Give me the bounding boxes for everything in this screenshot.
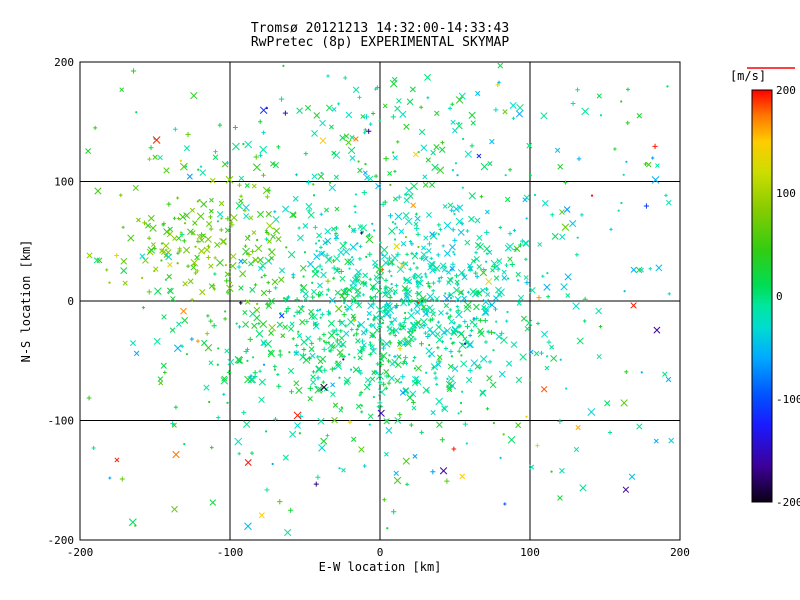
x-tick-label: 100 bbox=[520, 546, 540, 559]
colorbar-gradient bbox=[751, 89, 773, 503]
x-tick-label: -200 bbox=[67, 546, 94, 559]
colorbar: 200 100 0 -100 -200 bbox=[747, 67, 800, 509]
x-tick-label: 0 bbox=[377, 546, 384, 559]
x-tick-label: -100 bbox=[217, 546, 244, 559]
colorbar-tick-label: -100 bbox=[776, 393, 800, 406]
chart-subtitle: RwPretec (8p) EXPERIMENTAL SKYMAP bbox=[251, 35, 509, 50]
x-tick-label: 200 bbox=[670, 546, 690, 559]
y-tick-label: -100 bbox=[48, 415, 75, 428]
colorbar-tick-label: -200 bbox=[776, 496, 800, 509]
colorbar-tick-label: 0 bbox=[776, 290, 783, 303]
chart-title: Tromsø 20121213 14:32:00-14:33:43 bbox=[251, 21, 509, 36]
scatter-points bbox=[85, 62, 675, 537]
colorbar-unit-label: [m/s] bbox=[730, 69, 766, 83]
y-tick-label: 100 bbox=[54, 176, 74, 189]
y-axis-ticks: -200 -100 0 100 200 bbox=[48, 56, 75, 547]
y-tick-label: 200 bbox=[54, 56, 74, 69]
y-tick-label: 0 bbox=[67, 295, 74, 308]
colorbar-tick-label: 100 bbox=[776, 187, 796, 200]
colorbar-tick-label: 200 bbox=[776, 84, 796, 97]
x-axis-label: E-W location [km] bbox=[319, 560, 442, 574]
y-tick-label: -200 bbox=[48, 534, 75, 547]
x-axis-ticks: -200 -100 0 100 200 bbox=[67, 546, 690, 559]
y-axis-label: N-S location [km] bbox=[19, 240, 33, 363]
plot-grid bbox=[79, 61, 681, 541]
